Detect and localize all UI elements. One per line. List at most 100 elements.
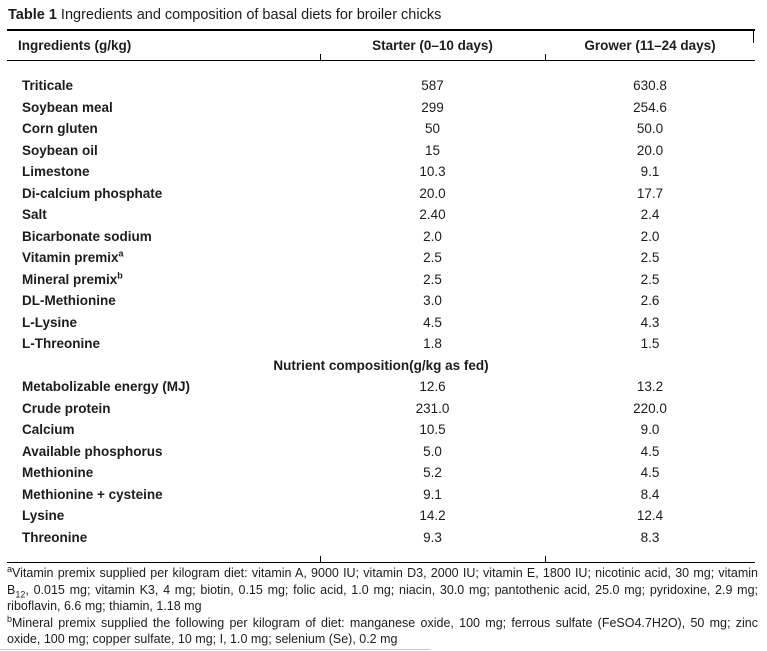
table-body: Triticale 587 630.8 Soybean meal 299 254… (7, 61, 755, 563)
table-caption-text: Ingredients and composition of basal die… (60, 7, 442, 23)
row-label: Limestone (22, 164, 90, 179)
table-row: Methionine + cysteine 9.1 8.4 (7, 484, 755, 506)
grower-value: 2.5 (640, 271, 660, 287)
footnote-a-text-cont: , 0.015 mg; vitamin K3, 4 mg; biotin, 0.… (7, 582, 758, 614)
cell-border-tick (753, 31, 754, 43)
row-label: Soybean meal (22, 99, 113, 115)
grower-value: 220.0 (633, 400, 667, 416)
starter-value: 2.40 (419, 207, 446, 222)
table-caption: Table 1 Ingredients and composition of b… (0, 0, 767, 23)
starter-value: 14.2 (419, 508, 446, 523)
starter-value: 10.3 (419, 164, 446, 179)
table-row: Soybean meal 299 254.6 (7, 97, 755, 119)
col-header-starter: Starter (0–10 days) (320, 29, 545, 61)
row-label: Bicarbonate sodium (22, 228, 152, 244)
table-row: Available phosphorus 5.0 4.5 (7, 441, 755, 463)
table-footnotes: aVitamin premix supplied per kilogram di… (7, 563, 758, 648)
grower-value: 2.5 (640, 250, 660, 265)
cell-border-tick (545, 556, 546, 563)
starter-value: 587 (421, 78, 444, 93)
starter-value: 3.0 (423, 293, 442, 308)
grower-value: 17.7 (636, 185, 664, 201)
row-label: Soybean oil (22, 142, 98, 158)
spacer-row (7, 61, 755, 76)
starter-value: 4.5 (423, 314, 442, 330)
row-label: Threonine (22, 529, 88, 545)
table-row: Calcium 10.5 9.0 (7, 419, 755, 441)
table-caption-number: Table 1 (8, 7, 57, 23)
footnote-marker-b: b (117, 270, 123, 280)
table-row: L-Lysine 4.5 4.3 (7, 312, 755, 334)
row-label: DL-Methionine (22, 293, 116, 308)
starter-value: 299 (421, 99, 444, 115)
starter-value: 50 (424, 121, 441, 136)
table-row: Limestone 10.3 9.1 (7, 161, 755, 183)
row-label: Di-calcium phosphate (22, 185, 163, 201)
starter-value: 2.0 (423, 228, 442, 244)
row-label: Corn gluten (22, 121, 98, 136)
footnote-marker-a: a (118, 248, 124, 259)
starter-value: 2.5 (423, 271, 442, 287)
table-row: Metabolizable energy (MJ) 12.6 13.2 (7, 376, 755, 398)
starter-value: 20.0 (419, 185, 446, 201)
grower-value: 1.5 (640, 336, 660, 351)
footnote-a: aVitamin premix supplied per kilogram di… (7, 563, 758, 615)
grower-value: 4.5 (640, 443, 660, 459)
row-label: Available phosphorus (22, 443, 163, 459)
grower-value: 20.0 (636, 142, 664, 158)
row-label: Methionine + cysteine (22, 486, 163, 502)
grower-value: 8.3 (640, 529, 660, 545)
footnote-b-marker: b (7, 613, 13, 624)
row-label: Methionine (22, 465, 94, 480)
col-header-ingredients: Ingredients (g/kg) (7, 29, 320, 61)
row-label: Triticale (22, 78, 74, 93)
row-label: Calcium (22, 422, 75, 437)
cell-border-tick (320, 54, 321, 61)
table-row: Di-calcium phosphate 20.0 17.7 (7, 183, 755, 205)
row-label: Vitamin premixa (22, 248, 124, 265)
table-row: Vitamin premixa 2.5 2.5 (7, 247, 755, 269)
table-row: Triticale 587 630.8 (7, 75, 755, 97)
grower-value: 630.8 (633, 78, 667, 93)
row-label: Lysine (22, 508, 65, 523)
grower-value: 50.0 (636, 121, 664, 136)
table-row: L-Threonine 1.8 1.5 (7, 333, 755, 355)
row-label: Crude protein (22, 400, 111, 416)
row-label: Mineral premixb (22, 270, 123, 287)
grower-value: 4.3 (640, 314, 660, 330)
grower-value: 9.0 (640, 422, 660, 437)
table-row: Soybean oil 15 20.0 (7, 140, 755, 162)
row-label: Metabolizable energy (MJ) (22, 379, 191, 394)
grower-value: 254.6 (633, 99, 667, 115)
table-row: Crude protein 231.0 220.0 (7, 398, 755, 420)
table-row: Bicarbonate sodium 2.0 2.0 (7, 226, 755, 248)
footnote-b: bMineral premix supplied the following p… (7, 613, 758, 648)
grower-value: 2.0 (640, 228, 660, 244)
footnote-b-text: Mineral premix supplied the following pe… (7, 615, 758, 647)
table-row: Methionine 5.2 4.5 (7, 462, 755, 484)
scan-artifact-line (0, 649, 430, 650)
grower-value: 8.4 (640, 486, 660, 502)
row-label: Salt (22, 207, 47, 222)
table-row: Mineral premixb 2.5 2.5 (7, 269, 755, 291)
footnote-a-marker: a (7, 563, 13, 574)
table-header: Ingredients (g/kg) Starter (0–10 days) G… (7, 29, 755, 61)
starter-value: 12.6 (419, 379, 446, 394)
row-label: L-Lysine (22, 314, 78, 330)
cell-border-tick (320, 556, 321, 563)
grower-value: 12.4 (636, 508, 664, 523)
grower-value: 4.5 (640, 465, 660, 480)
header-row: Ingredients (g/kg) Starter (0–10 days) G… (7, 29, 755, 61)
row-label: L-Threonine (22, 336, 100, 351)
starter-value: 1.8 (423, 336, 442, 351)
table-row: Threonine 9.3 8.3 (7, 527, 755, 549)
table-row: Lysine 14.2 12.4 (7, 505, 755, 527)
section-header: Nutrient composition(g/kg as fed) (273, 357, 489, 373)
footnote-a-subscript: 12 (15, 589, 26, 599)
starter-value: 9.3 (423, 529, 442, 545)
grower-value: 2.6 (640, 293, 660, 308)
footnote-a-text: Vitamin premix supplied per kilogram die… (7, 566, 758, 597)
starter-value: 15 (424, 142, 441, 158)
spacer-row (7, 548, 755, 563)
